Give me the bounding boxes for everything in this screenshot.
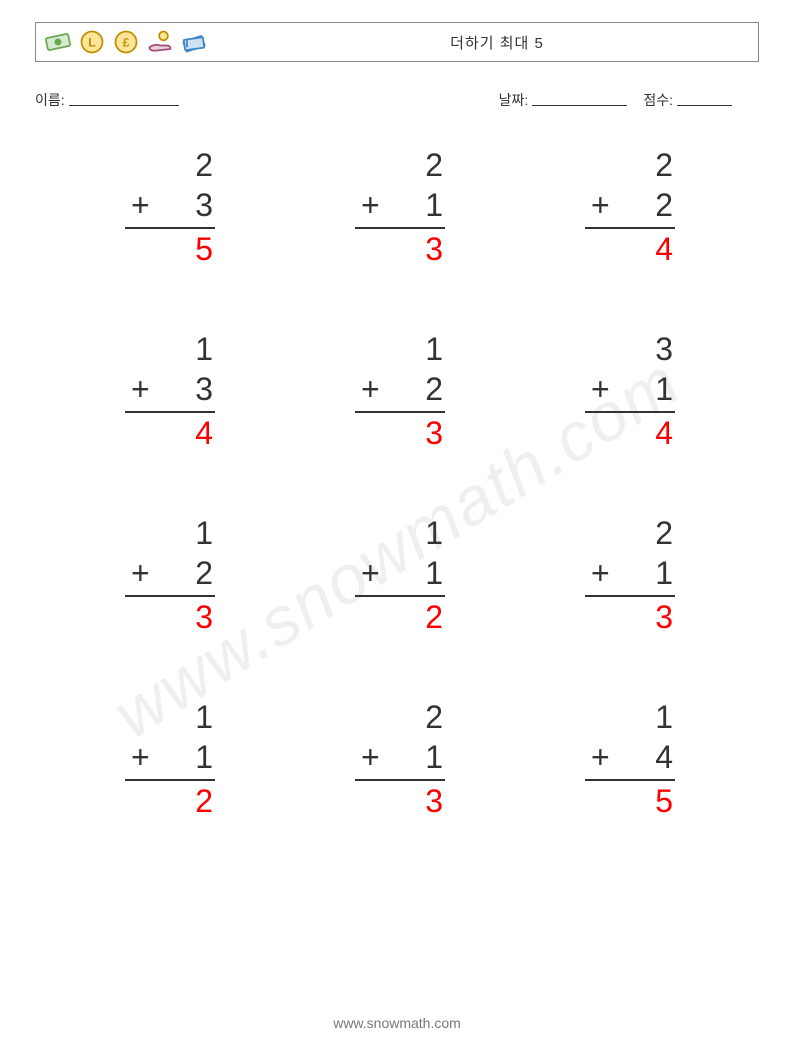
operand-b-line: +1 (585, 553, 675, 593)
operand-a: 2 (125, 145, 215, 185)
problem-4: 1+34 (125, 329, 215, 453)
operand-b-line: +1 (355, 737, 445, 777)
operand-b-line: +4 (585, 737, 675, 777)
operator: + (125, 185, 150, 225)
problem-5: 1+23 (355, 329, 445, 453)
operator: + (355, 185, 380, 225)
operand-b-line: +1 (585, 369, 675, 409)
answer: 5 (125, 229, 215, 269)
spacer-1 (179, 90, 499, 110)
operand-b-line: +1 (355, 185, 445, 225)
operand-b-line: +1 (355, 553, 445, 593)
operator: + (355, 369, 380, 409)
operand-a: 1 (355, 329, 445, 369)
operator: + (355, 553, 380, 593)
problem-2: 2+13 (355, 145, 445, 269)
footer-link[interactable]: www.snowmath.com (0, 1015, 794, 1031)
operand-a: 1 (125, 513, 215, 553)
problem-7: 1+23 (125, 513, 215, 637)
operator: + (125, 369, 150, 409)
operand-b-line: +3 (125, 369, 215, 409)
operator: + (585, 553, 610, 593)
answer: 2 (355, 597, 445, 637)
date-label: 날짜: (499, 90, 529, 110)
operand-b-line: +1 (125, 737, 215, 777)
problems-grid: 2+352+132+241+341+233+141+231+122+131+12… (55, 145, 745, 821)
operator: + (125, 737, 150, 777)
score-label: 점수: (643, 90, 673, 110)
answer: 3 (585, 597, 675, 637)
operand-b-line: +2 (585, 185, 675, 225)
answer: 3 (355, 413, 445, 453)
answer: 3 (355, 229, 445, 269)
operand-a: 1 (355, 513, 445, 553)
operand-a: 2 (355, 697, 445, 737)
answer: 4 (125, 413, 215, 453)
operand-a: 2 (355, 145, 445, 185)
operator: + (355, 737, 380, 777)
operand-b-line: +2 (355, 369, 445, 409)
operand-a: 3 (585, 329, 675, 369)
answer: 4 (585, 229, 675, 269)
problem-12: 1+45 (585, 697, 675, 821)
answer: 3 (355, 781, 445, 821)
page-title: 더하기 최대 5 (36, 32, 758, 53)
operand-b-line: +2 (125, 553, 215, 593)
problem-6: 3+14 (585, 329, 675, 453)
operand-a: 1 (125, 329, 215, 369)
operand-a: 1 (585, 697, 675, 737)
name-label: 이름: (35, 90, 65, 110)
info-fields: 이름: 날짜: 점수: (35, 90, 759, 110)
operand-a: 2 (585, 145, 675, 185)
operator: + (585, 737, 610, 777)
answer: 4 (585, 413, 675, 453)
name-blank[interactable] (69, 90, 179, 106)
problem-8: 1+12 (355, 513, 445, 637)
operand-b-line: +3 (125, 185, 215, 225)
operand-a: 1 (125, 697, 215, 737)
answer: 2 (125, 781, 215, 821)
answer: 5 (585, 781, 675, 821)
operand-a: 2 (585, 513, 675, 553)
date-blank[interactable] (532, 90, 627, 106)
operator: + (585, 369, 610, 409)
header-box: L £ 더하기 최대 5 (35, 22, 759, 62)
problem-10: 1+12 (125, 697, 215, 821)
operator: + (125, 553, 150, 593)
spacer-2 (627, 90, 643, 110)
problem-9: 2+13 (585, 513, 675, 637)
score-blank[interactable] (677, 90, 732, 106)
operator: + (585, 185, 610, 225)
problem-1: 2+35 (125, 145, 215, 269)
problem-3: 2+24 (585, 145, 675, 269)
answer: 3 (125, 597, 215, 637)
problem-11: 2+13 (355, 697, 445, 821)
